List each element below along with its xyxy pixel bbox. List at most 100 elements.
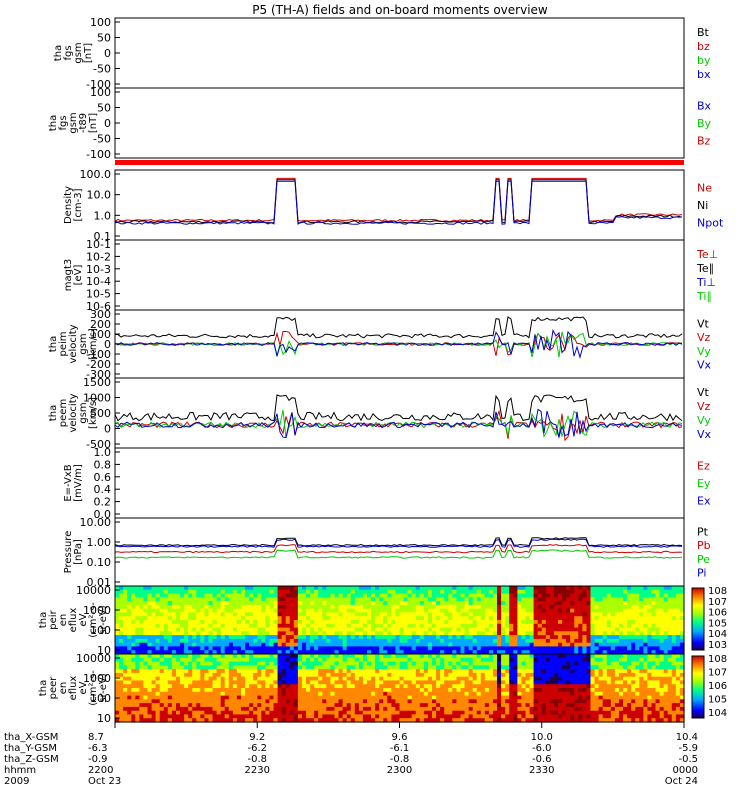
heatmap-cell: [533, 627, 539, 632]
heatmap-cell: [334, 612, 340, 617]
colorbar-label: 104: [708, 629, 727, 640]
heatmap-cell: [570, 608, 575, 614]
heatmap-cell: [647, 638, 653, 644]
heatmap-cell: [517, 654, 523, 659]
heatmap-cell: [127, 706, 132, 712]
heatmap-cell: [387, 589, 392, 595]
heatmap-cell: [362, 672, 368, 678]
heatmap-cell: [265, 703, 271, 708]
heatmap-cell: [354, 616, 360, 621]
heatmap-cell: [472, 669, 478, 674]
heatmap-cell: [257, 661, 262, 666]
heatmap-cell: [529, 604, 535, 610]
heatmap-cell: [350, 691, 356, 697]
heatmap-cell: [606, 620, 612, 625]
heatmap-cell: [342, 586, 348, 591]
heatmap-cell: [570, 657, 575, 663]
heatmap-cell: [574, 642, 579, 648]
heatmap-cell: [163, 695, 169, 700]
heatmap-cell: [549, 684, 555, 689]
heatmap-cell: [606, 642, 612, 648]
y-axis-label: magt3 [eV]: [63, 259, 84, 292]
heatmap-cell: [171, 616, 177, 621]
heatmap-cell: [273, 665, 279, 670]
heatmap-cell: [545, 635, 551, 640]
heatmap-cell: [452, 710, 457, 716]
heatmap-cell: [578, 650, 583, 655]
heatmap-cell: [525, 631, 531, 636]
heatmap-cell: [395, 627, 401, 632]
heatmap-cell: [493, 620, 498, 625]
heatmap-cell: [155, 623, 161, 629]
heatmap-cell: [220, 627, 226, 632]
heatmap-cell: [598, 680, 604, 685]
heatmap-cell: [566, 684, 571, 689]
heatmap-cell: [419, 657, 425, 663]
heatmap-cell: [269, 631, 275, 636]
heatmap-cell: [480, 597, 486, 602]
heatmap-cell: [123, 650, 128, 655]
heatmap-cell: [655, 589, 661, 595]
heatmap-cell: [285, 710, 291, 716]
heatmap-cell: [541, 657, 547, 663]
heatmap-cell: [427, 665, 433, 670]
heatmap-cell: [598, 695, 604, 700]
heatmap-cell: [484, 714, 490, 719]
heatmap-cell: [159, 695, 165, 700]
heatmap-cell: [184, 661, 189, 666]
heatmap-cell: [407, 706, 413, 712]
heatmap-cell: [606, 672, 612, 678]
heatmap-cell: [310, 684, 315, 689]
heatmap-cell: [322, 676, 327, 682]
heatmap-cell: [460, 706, 466, 712]
heatmap-cell: [598, 691, 604, 697]
legend-Vx: Vx: [697, 428, 712, 441]
heatmap-cell: [427, 620, 433, 625]
heatmap-cell: [436, 646, 441, 651]
heatmap-cell: [488, 684, 494, 689]
heatmap-cell: [513, 699, 518, 704]
heatmap-cell: [171, 691, 177, 697]
heatmap-cell: [655, 623, 661, 629]
heatmap-cell: [273, 616, 279, 621]
heatmap-cell: [200, 627, 205, 632]
heatmap-cell: [647, 623, 653, 629]
heatmap-cell: [241, 703, 246, 708]
heatmap-cell: [675, 589, 681, 595]
heatmap-cell: [362, 642, 368, 648]
heatmap-cell: [147, 586, 153, 591]
heatmap-cell: [334, 661, 340, 666]
heatmap-cell: [476, 608, 482, 614]
heatmap-cell: [350, 604, 356, 610]
heatmap-cell: [383, 650, 388, 655]
heatmap-cell: [297, 631, 303, 636]
heatmap-cell: [635, 597, 640, 602]
heatmap-cell: [553, 684, 559, 689]
heatmap-cell: [480, 635, 486, 640]
panel-frame: [114, 239, 685, 311]
heatmap-cell: [484, 699, 490, 704]
heatmap-cell: [269, 623, 275, 629]
heatmap-cell: [517, 680, 523, 685]
heatmap-cell: [346, 676, 352, 682]
heatmap-cell: [460, 669, 466, 674]
heatmap-cell: [176, 676, 181, 682]
heatmap-cell: [464, 638, 470, 644]
heatmap-cell: [614, 669, 620, 674]
heatmap-cell: [245, 620, 250, 625]
heatmap-cell: [460, 714, 466, 719]
heatmap-cell: [289, 691, 295, 697]
heatmap-cell: [354, 699, 360, 704]
heatmap-cell: [541, 650, 547, 655]
y-axis-label-line: [km/s]: [88, 397, 99, 429]
heatmap-cell: [216, 676, 222, 682]
heatmap-cell: [387, 676, 392, 682]
heatmap-cell: [143, 714, 149, 719]
heatmap-cell: [553, 608, 559, 614]
heatmap-cell: [322, 593, 327, 598]
heatmap-cell: [346, 612, 352, 617]
heatmap-cell: [155, 706, 161, 712]
heatmap-cell: [427, 669, 433, 674]
heatmap-cell: [163, 680, 169, 685]
heatmap-cell: [480, 612, 486, 617]
